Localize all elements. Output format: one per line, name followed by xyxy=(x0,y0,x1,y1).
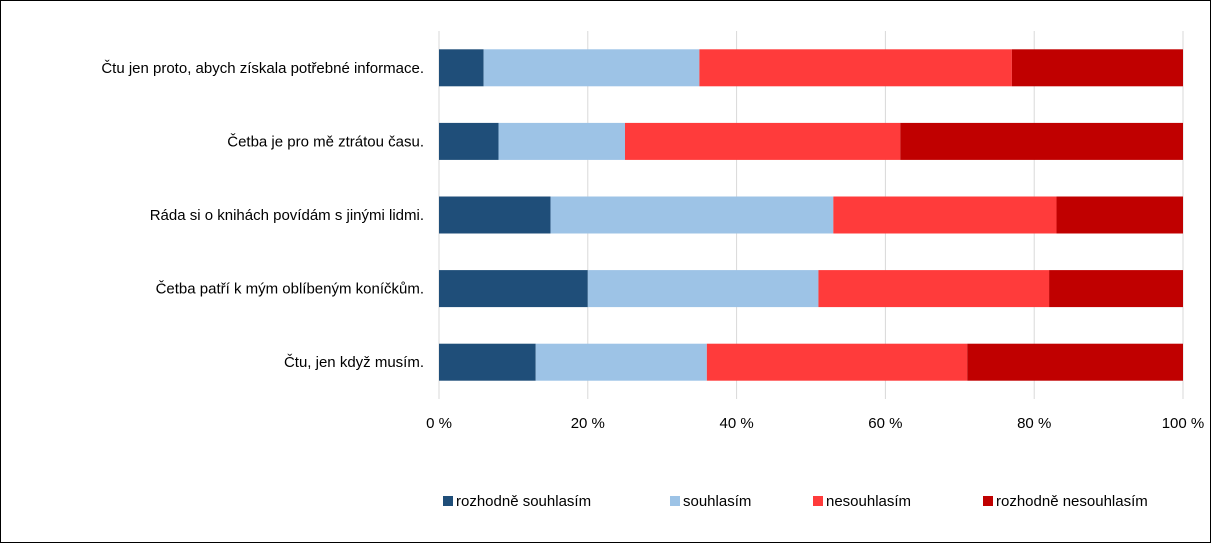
legend-label: rozhodně nesouhlasím xyxy=(996,493,1148,510)
bars xyxy=(439,49,1183,381)
bar-segment xyxy=(439,122,499,160)
category-label: Čtu jen proto, abych získala potřebné in… xyxy=(101,60,424,77)
bar-segment xyxy=(439,343,536,381)
legend-swatch xyxy=(670,496,680,506)
bar-segment xyxy=(706,343,968,381)
legend-swatch xyxy=(443,496,453,506)
legend-swatch xyxy=(983,496,993,506)
bar-segment xyxy=(699,49,1012,87)
x-tick-label: 0 % xyxy=(426,415,452,432)
x-axis-ticks: 0 % 20 % 40 % 60 % 80 % 100 % xyxy=(426,415,1204,432)
bar-segment xyxy=(550,196,834,234)
bar-segment xyxy=(818,270,1050,308)
bar-segment xyxy=(439,196,551,234)
bar-segment xyxy=(1049,270,1183,308)
x-tick-label: 80 % xyxy=(1017,415,1051,432)
category-label: Četba patří k mým oblíbeným koníčkům. xyxy=(156,281,424,298)
bar-segment xyxy=(1056,196,1183,234)
category-labels: Čtu jen proto, abych získala potřebné in… xyxy=(101,60,424,371)
bar-segment xyxy=(439,49,484,87)
x-tick-label: 100 % xyxy=(1162,415,1205,432)
bar-segment xyxy=(439,270,588,308)
bar-segment xyxy=(535,343,707,381)
legend-label: rozhodně souhlasím xyxy=(456,493,591,510)
x-tick-label: 40 % xyxy=(719,415,753,432)
bar-segment xyxy=(483,49,700,87)
legend-label: nesouhlasím xyxy=(826,493,911,510)
legend-swatch xyxy=(813,496,823,506)
x-tick-label: 60 % xyxy=(868,415,902,432)
category-label: Čtu, jen když musím. xyxy=(284,354,424,371)
bar-segment xyxy=(625,122,901,160)
legend-label: souhlasím xyxy=(683,493,751,510)
bar-segment xyxy=(833,196,1057,234)
category-label: Ráda si o knihách povídám s jinými lidmi… xyxy=(150,207,424,224)
bar-segment xyxy=(498,122,625,160)
bar-segment xyxy=(587,270,819,308)
x-tick-label: 20 % xyxy=(571,415,605,432)
bar-segment xyxy=(1011,49,1183,87)
legend: rozhodně souhlasím souhlasím nesouhlasím ro… xyxy=(443,493,1148,510)
bar-segment xyxy=(967,343,1183,381)
bar-segment xyxy=(900,122,1183,160)
category-label: Četba je pro mě ztrátou času. xyxy=(227,133,424,150)
